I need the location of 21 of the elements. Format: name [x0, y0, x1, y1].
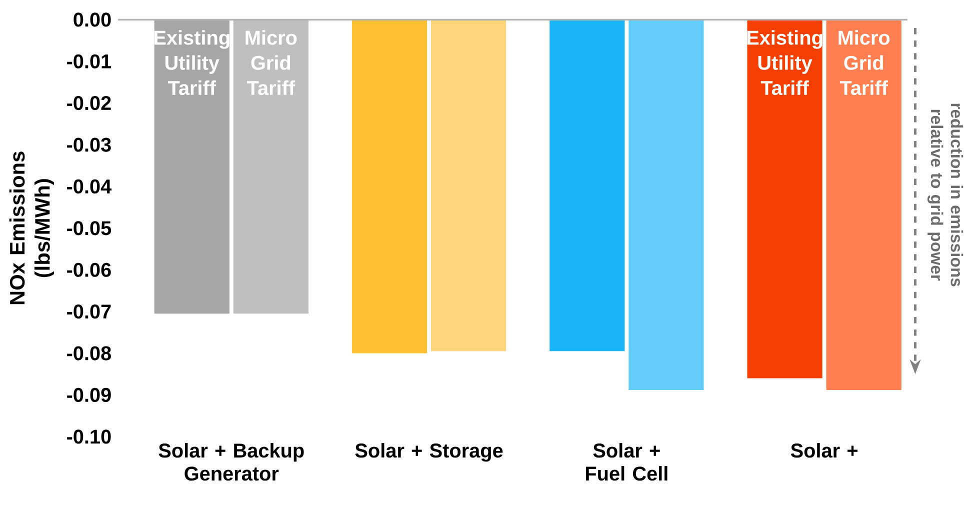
y-tick-label: -0.08 — [67, 346, 111, 361]
x-tick-label: Solar + Storage — [355, 443, 503, 462]
series-label: Existing Utility Tariff — [154, 30, 230, 96]
y-tick-label: -0.01 — [67, 54, 112, 69]
y-axis-title: NOx Emissions (lbs/MWh) — [9, 152, 54, 304]
y-tick-label: 0.00 — [74, 12, 111, 27]
y-tick-label: -0.10 — [67, 430, 111, 444]
y-tick-label: -0.04 — [67, 180, 112, 194]
text: Micro Grid Tariff — [838, 30, 890, 96]
x-tick-label: Solar + — [790, 443, 858, 458]
y-tick-label: -0.07 — [67, 304, 111, 319]
y-tick-label: -0.09 — [67, 388, 111, 402]
x-tick-label: Solar + Backup Generator — [158, 443, 304, 481]
y-tick-label: -0.06 — [67, 263, 111, 278]
y-tick-label: -0.03 — [67, 138, 111, 152]
x-tick-label: Solar + Fuel Cell — [586, 443, 668, 481]
text: Existing Utility Tariff — [747, 30, 822, 96]
series-label: Micro Grid Tariff — [246, 30, 297, 96]
text: reduction in emissions relative to grid power — [928, 104, 964, 286]
y-tick-label: -0.02 — [67, 96, 111, 110]
y-tick-label: -0.05 — [67, 221, 112, 236]
